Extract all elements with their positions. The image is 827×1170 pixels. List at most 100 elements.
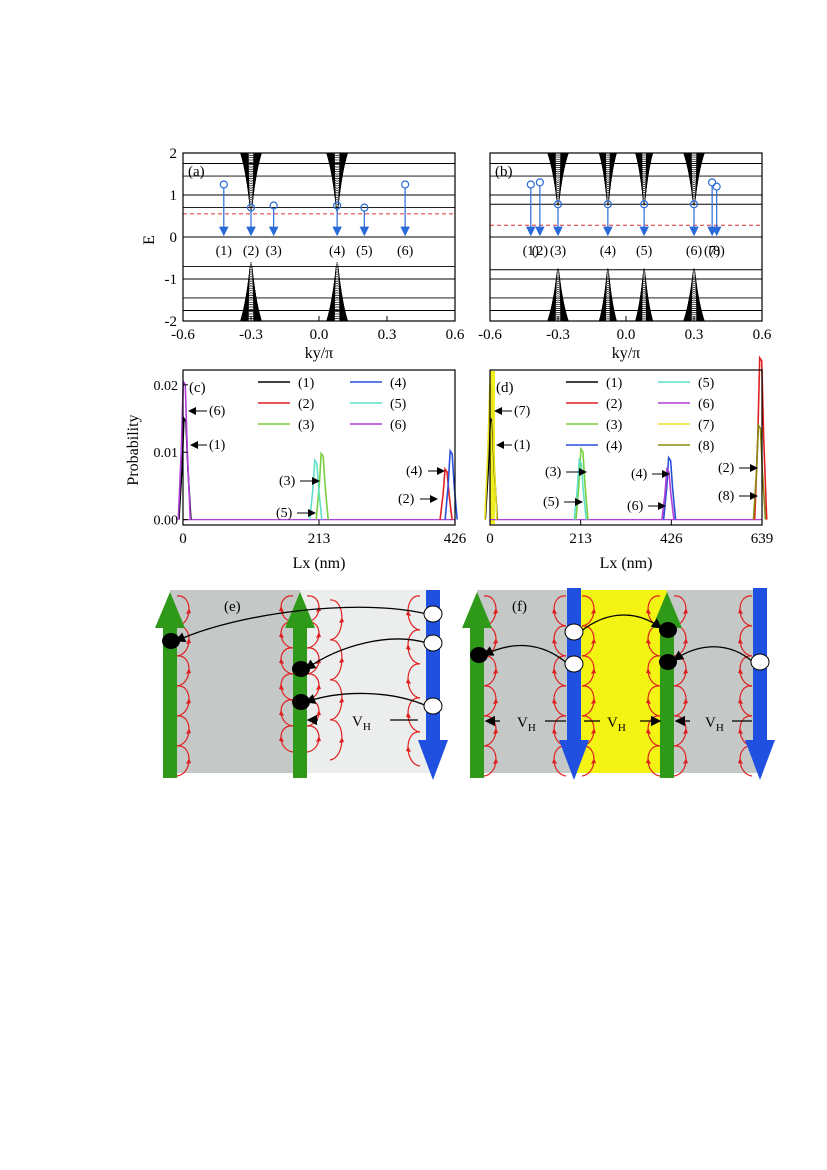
band-curve <box>598 153 617 160</box>
x-tick-label: 0 <box>179 531 187 547</box>
panel-e-edge-arrow-up-2 <box>285 592 315 778</box>
band-curve <box>683 153 705 158</box>
orbit-arrowhead <box>316 710 321 716</box>
band-curve <box>598 153 617 162</box>
legend-label: (6) <box>698 397 715 412</box>
panel-c-ylabel: Probability <box>125 414 142 485</box>
panel-f-transition-2 <box>579 614 663 633</box>
x-tick-label: 0.0 <box>617 327 636 343</box>
band-curve <box>327 318 347 321</box>
y-tick-label: 0 <box>170 230 178 246</box>
orbit-arrowhead <box>316 632 321 638</box>
panel-f-schematic: VH VH VH (f) <box>462 588 775 780</box>
orbit-arrowhead <box>646 728 651 734</box>
panel-f-yellow-region <box>574 590 667 773</box>
panel-b-band-structure: (1)(2) (3) (4) (5) (6) (7)(8) -0.6 -0.3 0.0 0.3 0… <box>478 152 772 362</box>
band-curve <box>240 153 262 161</box>
annotation-label: (5) <box>543 495 560 510</box>
band-curve <box>690 270 698 321</box>
state-label: (3) <box>550 244 567 259</box>
band-curve <box>332 271 342 321</box>
x-tick-label: 639 <box>751 531 774 547</box>
panel-e-transition-3 <box>304 692 428 707</box>
orbit-arrowhead <box>493 758 498 764</box>
band-curve <box>598 312 617 321</box>
band-curve <box>599 153 617 158</box>
panel-d-edge-shading <box>490 371 495 524</box>
band-curve <box>326 153 348 161</box>
annotation-label: (7) <box>514 404 531 419</box>
annotation-label: (6) <box>627 499 644 514</box>
panel-b-label: (b) <box>495 164 513 180</box>
panel-f-electron <box>659 622 677 638</box>
band-curve <box>635 153 654 162</box>
annotation-label: (2) <box>718 461 735 476</box>
x-tick-label: -0.6 <box>478 327 502 343</box>
orbit-arrowhead <box>552 608 557 614</box>
x-tick-label: -0.3 <box>239 327 263 343</box>
band-curve <box>553 274 563 321</box>
annotation-label: (3) <box>545 465 562 480</box>
orbit-arrowhead <box>738 638 743 644</box>
annotation-label: (4) <box>406 464 423 479</box>
band-curve <box>688 153 700 194</box>
orbit-arrowhead <box>406 712 411 718</box>
panel-e-electron <box>292 661 310 677</box>
orbit-arrowhead <box>186 728 191 734</box>
band-curve <box>689 153 699 200</box>
band-curve <box>548 153 568 156</box>
band-curve <box>247 153 255 210</box>
y-tick-label: -2 <box>165 314 178 330</box>
band-curve <box>635 312 654 321</box>
band-curve <box>332 153 342 154</box>
panel-e-hole <box>423 697 443 715</box>
band-curve <box>635 153 653 158</box>
band-curve <box>333 153 342 208</box>
panel-b-xlabel: ky/π <box>612 345 641 362</box>
orbit-arrowhead <box>186 608 191 614</box>
state-label: (2) <box>243 244 260 259</box>
x-tick-label: 426 <box>444 531 467 547</box>
band-curve <box>598 314 617 321</box>
band-curve <box>683 314 705 321</box>
legend-label: (3) <box>606 418 623 433</box>
orbit-arrowhead <box>646 668 651 674</box>
panel-e-schematic: VH (e) <box>155 590 448 780</box>
panel-d-annotations: (7)(1)(3)(5)(4)(6)(2)(8) <box>494 404 758 514</box>
panel-d-xlabel: Lx (nm) <box>600 555 653 572</box>
panel-f-hall-voltage-1: VH <box>517 715 536 734</box>
band-curve <box>245 278 257 321</box>
state-label: (7) <box>704 244 721 259</box>
band-curve <box>552 280 564 321</box>
curve-(2) <box>439 466 453 520</box>
curve-(6) <box>177 378 192 520</box>
band-curve <box>684 153 704 156</box>
orbit-arrowhead <box>683 608 688 614</box>
panel-d-ticks: 0 213 426 639 <box>486 520 773 547</box>
panel-e-electron <box>162 633 180 649</box>
legend-label: (5) <box>698 376 715 391</box>
state-label: (8) <box>709 244 726 259</box>
panel-a-xlabel: ky/π <box>305 345 334 362</box>
legend-label: (8) <box>698 439 715 454</box>
panel-f-label: (f) <box>512 599 527 615</box>
orbit-arrowhead <box>683 728 688 734</box>
y-tick-label: 0.02 <box>154 379 179 394</box>
band-curve <box>331 278 344 321</box>
orbit-arrowhead <box>683 758 688 764</box>
orbit-arrowhead <box>279 606 284 612</box>
band-curve <box>636 318 652 321</box>
orbit-arrowhead <box>552 728 557 734</box>
legend-label: (3) <box>298 418 315 433</box>
band-curve <box>327 153 347 156</box>
state-label: (2) <box>532 244 549 259</box>
orbit-arrowhead <box>279 736 284 742</box>
state-label: (4) <box>600 244 617 259</box>
orbit-arrowhead <box>493 698 498 704</box>
orbit-arrowhead <box>591 638 596 644</box>
panel-c-annotations: (6) (1) (3) (5) (4) (2) <box>188 404 445 521</box>
band-curve <box>333 266 342 321</box>
band-curve <box>689 274 699 321</box>
annotation-label: (8) <box>718 489 735 504</box>
x-tick-label: 0.6 <box>753 327 772 343</box>
